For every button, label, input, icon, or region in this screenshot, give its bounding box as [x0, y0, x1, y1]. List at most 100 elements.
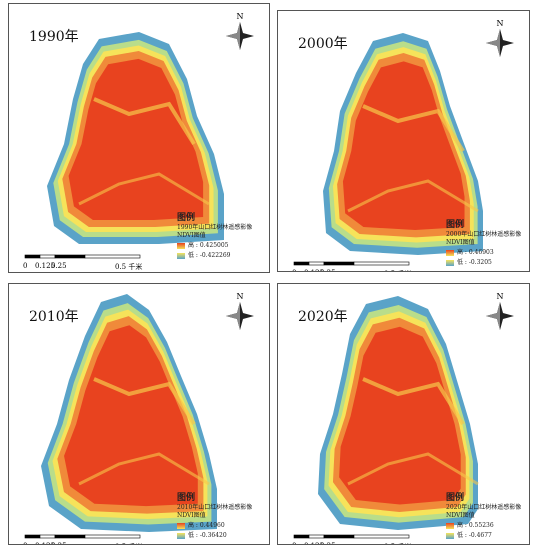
channel — [93, 377, 196, 426]
map-area — [41, 294, 217, 532]
year-label: 1990年 — [29, 29, 79, 45]
channel — [347, 179, 479, 213]
map-panel: 2010年 N 图例 2010年山口红树林遥感影像NDVI图值高 : 0.44960 低… — [8, 283, 270, 545]
channel — [78, 172, 210, 206]
north-arrow: N — [225, 292, 255, 332]
legend-swatch — [446, 523, 454, 529]
legend-value: 低 : -0.3205 — [457, 259, 492, 266]
legend-value: 高 : 0.44960 — [188, 522, 225, 529]
scale-segment — [308, 534, 325, 539]
scale-label: 0.125 — [304, 542, 324, 544]
scale-label: 0.25 — [320, 269, 336, 271]
scale-label: 0.125 — [35, 542, 55, 544]
legend-swatch — [177, 533, 185, 539]
legend-row: 低 : -0.422269 — [177, 252, 265, 260]
scale-segment — [39, 254, 56, 259]
legend-caption: 2020年山口红树林遥感影像NDVI图值 — [446, 504, 522, 519]
scale-label: 0 — [292, 542, 296, 544]
compass-light — [486, 29, 514, 57]
scale-segment — [323, 261, 355, 266]
scale-segment — [308, 261, 325, 266]
legend-swatch — [177, 523, 185, 529]
scale-segment — [39, 534, 56, 539]
map-panel: 1990年 N 图例 1990年山口红树林遥感影像NDVI图值高 : 0.425005… — [8, 3, 270, 273]
compass-light — [486, 302, 514, 330]
legend-caption: 2010年山口红树林遥感影像NDVI图值 — [177, 504, 253, 519]
legend-row: 低 : -0.4677 — [446, 532, 529, 540]
channel — [78, 452, 210, 486]
legend-swatch — [446, 533, 454, 539]
legend-value: 高 : 0.46903 — [457, 249, 494, 256]
scale-segment — [24, 534, 41, 539]
scale-segment — [293, 261, 310, 266]
legend-swatch — [446, 250, 454, 256]
scale-label: 0.5 千米 — [384, 269, 411, 271]
legend-row: 高 : 0.425005 — [177, 242, 265, 250]
scale-segment — [84, 254, 141, 259]
north-symbol — [486, 29, 514, 57]
legend-row: 低 : -0.3205 — [446, 259, 529, 267]
channel — [362, 104, 465, 153]
scale-segment — [24, 254, 41, 259]
scale-graphic — [293, 261, 410, 266]
scale-label: 0.25 — [51, 542, 67, 544]
scale-label: 0.125 — [304, 269, 324, 271]
channel — [347, 452, 479, 486]
north-symbol — [226, 22, 254, 50]
legend: 图例 2010年山口红树林遥感影像NDVI图值高 : 0.44960 低 : -0.… — [177, 492, 265, 540]
legend: 图例 1990年山口红树林遥感影像NDVI图值高 : 0.425005 低 : -0… — [177, 212, 265, 260]
year-label: 2000年 — [298, 36, 348, 52]
legend-row: 高 : 0.46903 — [446, 249, 529, 257]
legend-value: 高 : 0.425005 — [188, 242, 229, 249]
map-panel: 2020年 N 图例 2020年山口红树林遥感影像NDVI图值高 : 0.55236 低… — [277, 283, 530, 545]
legend-swatch — [177, 253, 185, 259]
scale-label: 0 — [23, 542, 27, 544]
year-label: 2020年 — [298, 309, 348, 325]
compass-light — [226, 22, 254, 50]
scale-segment — [84, 534, 141, 539]
north-arrow: N — [225, 12, 255, 52]
legend-title: 图例 — [177, 213, 196, 223]
scale-label: 0.5 千米 — [115, 263, 143, 271]
scale-label: 0 — [23, 262, 28, 270]
legend: 图例 2020年山口红树林遥感影像NDVI图值高 : 0.55236 低 : -0.… — [446, 492, 529, 540]
north-arrow: N — [485, 19, 515, 59]
legend-value: 低 : -0.422269 — [188, 252, 231, 259]
north-symbol — [226, 302, 254, 330]
ndvi-zone — [64, 325, 198, 507]
north-arrow: N — [485, 292, 515, 332]
map-area — [47, 32, 224, 244]
scale-graphic — [293, 534, 410, 539]
map-area — [323, 33, 483, 255]
scale-graphic — [24, 534, 141, 539]
compass-light — [226, 302, 254, 330]
scale-segment — [353, 534, 410, 539]
legend-row: 高 : 0.44960 — [177, 522, 265, 530]
legend-value: 高 : 0.55236 — [457, 522, 494, 529]
legend-row: 低 : -0.36420 — [177, 532, 265, 540]
legend-caption: 2000年山口红树林遥感影像NDVI图值 — [446, 231, 522, 246]
scale-label: 0.25 — [320, 542, 336, 544]
scale-segment — [293, 534, 310, 539]
map-panel: 2000年 N 图例 2000年山口红树林遥感影像NDVI图值高 : 0.46903 低… — [277, 10, 530, 272]
legend-title: 图例 — [177, 493, 196, 503]
north-label: N — [236, 12, 244, 21]
scale-segment — [54, 254, 86, 259]
legend-value: 低 : -0.36420 — [188, 532, 227, 539]
channel — [93, 97, 196, 146]
north-symbol — [486, 302, 514, 330]
scale-label: 0 — [292, 269, 296, 271]
scale-label: 0.5 千米 — [115, 542, 142, 544]
year-label: 2010年 — [29, 309, 79, 325]
scale-label: 0.5 千米 — [384, 542, 411, 544]
north-label: N — [496, 292, 504, 301]
legend-swatch — [446, 260, 454, 266]
legend-swatch — [177, 243, 185, 249]
scale-graphic — [24, 254, 141, 259]
north-label: N — [496, 19, 504, 28]
